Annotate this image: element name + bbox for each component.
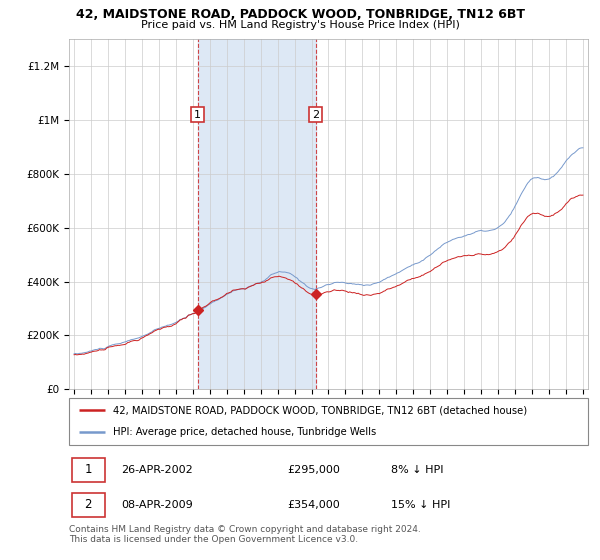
- FancyBboxPatch shape: [71, 493, 106, 517]
- Text: 2: 2: [312, 110, 319, 120]
- Text: 42, MAIDSTONE ROAD, PADDOCK WOOD, TONBRIDGE, TN12 6BT: 42, MAIDSTONE ROAD, PADDOCK WOOD, TONBRI…: [76, 8, 524, 21]
- Text: 8% ↓ HPI: 8% ↓ HPI: [391, 465, 443, 475]
- Text: 08-APR-2009: 08-APR-2009: [121, 500, 193, 510]
- FancyBboxPatch shape: [71, 458, 106, 482]
- Text: 2: 2: [85, 498, 92, 511]
- Text: £354,000: £354,000: [287, 500, 340, 510]
- Text: 42, MAIDSTONE ROAD, PADDOCK WOOD, TONBRIDGE, TN12 6BT (detached house): 42, MAIDSTONE ROAD, PADDOCK WOOD, TONBRI…: [113, 405, 527, 416]
- Text: 26-APR-2002: 26-APR-2002: [121, 465, 193, 475]
- Text: HPI: Average price, detached house, Tunbridge Wells: HPI: Average price, detached house, Tunb…: [113, 427, 376, 437]
- Text: Price paid vs. HM Land Registry's House Price Index (HPI): Price paid vs. HM Land Registry's House …: [140, 20, 460, 30]
- FancyBboxPatch shape: [69, 398, 588, 445]
- Text: £295,000: £295,000: [287, 465, 340, 475]
- Text: 1: 1: [194, 110, 201, 120]
- Text: 15% ↓ HPI: 15% ↓ HPI: [391, 500, 450, 510]
- Bar: [198, 39, 316, 389]
- Text: Contains HM Land Registry data © Crown copyright and database right 2024.
This d: Contains HM Land Registry data © Crown c…: [69, 525, 421, 544]
- Text: 1: 1: [85, 463, 92, 476]
